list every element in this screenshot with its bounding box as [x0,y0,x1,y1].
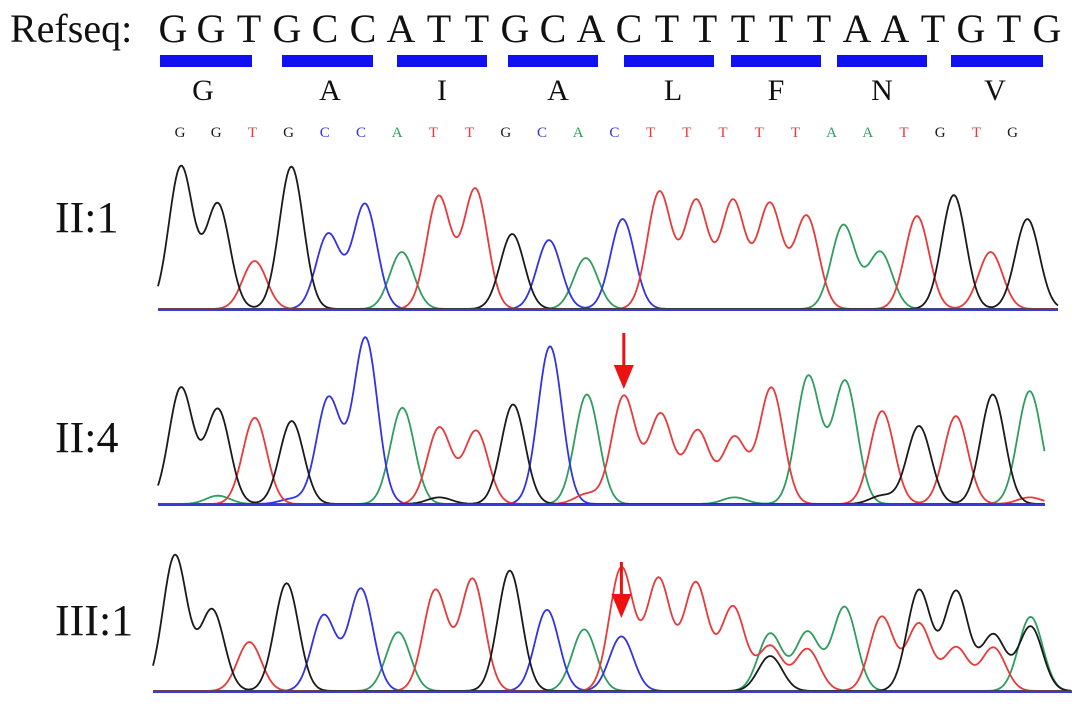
refseq-base: C [350,6,377,51]
refseq-base: C [540,6,567,51]
refseq-base: T [997,6,1021,51]
codon-bars [160,55,1043,67]
codon-bar [731,55,821,67]
called-base: C [320,125,330,141]
amino-acid-letter: A [319,74,341,107]
refseq-base: G [159,6,188,51]
called-base: T [899,125,908,141]
called-base: T [646,125,655,141]
called-base: T [718,125,727,141]
called-base: T [248,125,257,141]
refseq-base: A [843,6,872,51]
refseq-base: T [769,6,793,51]
called-base: G [500,125,511,141]
codon-bar [282,55,373,67]
codon-bar [624,55,714,67]
amino-acid-letter: A [547,74,569,107]
sample-label: II:4 [55,413,119,462]
refseq-base: T [807,6,831,51]
called-base: T [465,125,474,141]
called-base: A [862,125,873,141]
amino-acid-letter: F [768,74,785,107]
called-base: A [573,125,584,141]
trace-panel: III:1 [55,553,1072,693]
sample-label: III:1 [55,596,133,645]
codon-bar [951,55,1043,67]
called-base: A [826,125,837,141]
refseq-base: T [731,6,755,51]
refseq-base: T [921,6,945,51]
refseq-label: Refseq: [10,6,132,51]
refseq-base: G [197,6,226,51]
amino-acid-letter: N [871,74,893,107]
refseq-base: G [501,6,530,51]
refseq-base: T [693,6,717,51]
refseq-base: A [577,6,606,51]
codon-bar [508,55,598,67]
called-base: T [682,125,691,141]
called-base: G [935,125,946,141]
amino-acid-letter: L [664,74,682,107]
refseq-base: G [1033,6,1062,51]
trace-panel: II:4 [55,333,1046,506]
called-base: G [283,125,294,141]
sample-label: II:1 [55,193,119,242]
trace-panel: II:1 [55,164,1059,311]
called-base: C [609,125,619,141]
called-base: T [791,125,800,141]
called-base: C [356,125,366,141]
refseq-base: A [387,6,416,51]
chromatogram-traces: II:1 II:4 III:1 [55,164,1072,693]
amino-acid-letter: G [192,74,214,107]
refseq-base: T [465,6,489,51]
called-base: C [537,125,547,141]
refseq-base: T [237,6,261,51]
called-base: G [1007,125,1018,141]
called-base: A [392,125,403,141]
refseq-base: C [616,6,643,51]
refseq-base: T [427,6,451,51]
called-base: T [972,125,981,141]
amino-acid-letter: I [437,74,447,107]
refseq-base: C [312,6,339,51]
amino-acid-letter: V [984,74,1006,107]
mutation-arrow-icon [613,365,634,389]
called-base: G [211,125,222,141]
mutation-arrow-icon [611,594,632,618]
codon-bar [160,55,252,67]
trace-line-G [157,164,1059,310]
called-base: G [175,125,186,141]
refseq-base: G [273,6,302,51]
trace-line-T [158,187,1058,310]
called-base: T [755,125,764,141]
refseq-base: T [655,6,679,51]
trace-line-C [158,202,1058,310]
codon-bar [397,55,487,67]
codon-bar [837,55,927,67]
refseq-base: A [881,6,910,51]
called-base: T [429,125,438,141]
trace-line-G [152,553,1072,692]
refseq-base: G [957,6,986,51]
trace-line-T [153,566,1071,692]
